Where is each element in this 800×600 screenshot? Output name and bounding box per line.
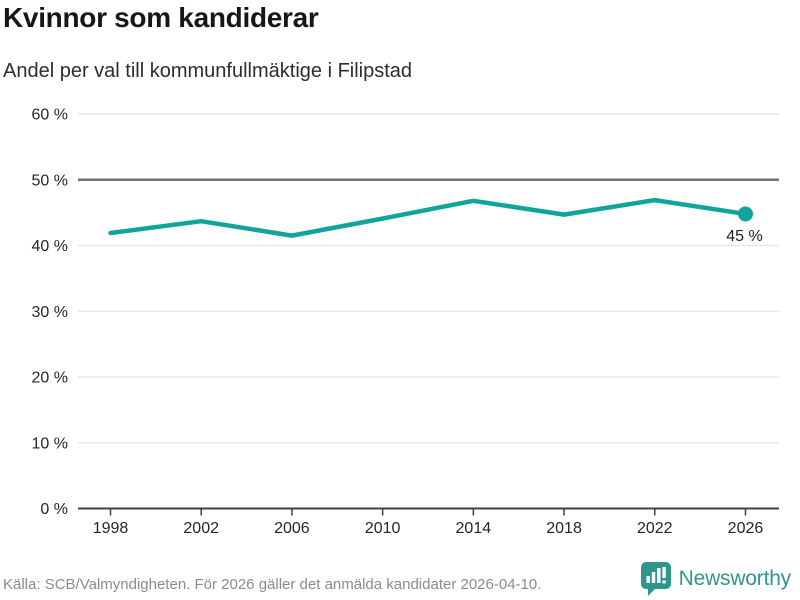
end-point-marker — [737, 206, 753, 222]
x-axis-tick-label: 2026 — [728, 520, 764, 537]
y-axis-tick-label: 50 % — [32, 172, 68, 189]
end-point-label: 45 % — [726, 228, 762, 245]
x-axis-tick-label: 2014 — [456, 520, 492, 537]
x-axis-tick-label: 2022 — [637, 520, 673, 537]
y-axis-tick-label: 30 % — [32, 304, 68, 321]
page-title: Kvinnor som kandiderar — [3, 2, 319, 33]
chart-subtitle: Andel per val till kommunfullmäktige i F… — [3, 60, 413, 82]
y-axis-tick-label: 40 % — [32, 238, 68, 255]
footer: Källa: SCB/Valmyndigheten. För 2026 gäll… — [0, 558, 800, 600]
x-axis-tick-label: 2018 — [546, 520, 582, 537]
y-axis-tick-label: 20 % — [32, 370, 68, 387]
line-chart: 0 % 10 % 20 % 30 % 40 % 50 % 60 % 1998 2002 2006 2… — [32, 107, 779, 537]
y-axis-tick-label: 60 % — [32, 107, 68, 124]
x-axis-tick-label: 2010 — [365, 520, 401, 537]
source-note: Källa: SCB/Valmyndigheten. För 2026 gäll… — [3, 576, 542, 593]
x-axis-tick-label: 2002 — [183, 520, 219, 537]
y-axis-tick-label: 10 % — [32, 435, 68, 452]
data-line — [108, 197, 748, 238]
newsworthy-logo: Newsworthy — [640, 562, 792, 596]
brand-name: Newsworthy — [678, 567, 792, 590]
y-axis-tick-label: 0 % — [40, 501, 68, 518]
bar-chart-bubble-icon — [640, 562, 671, 596]
x-axis-tick-label: 1998 — [93, 520, 129, 537]
x-axis-tick-label: 2006 — [274, 520, 310, 537]
